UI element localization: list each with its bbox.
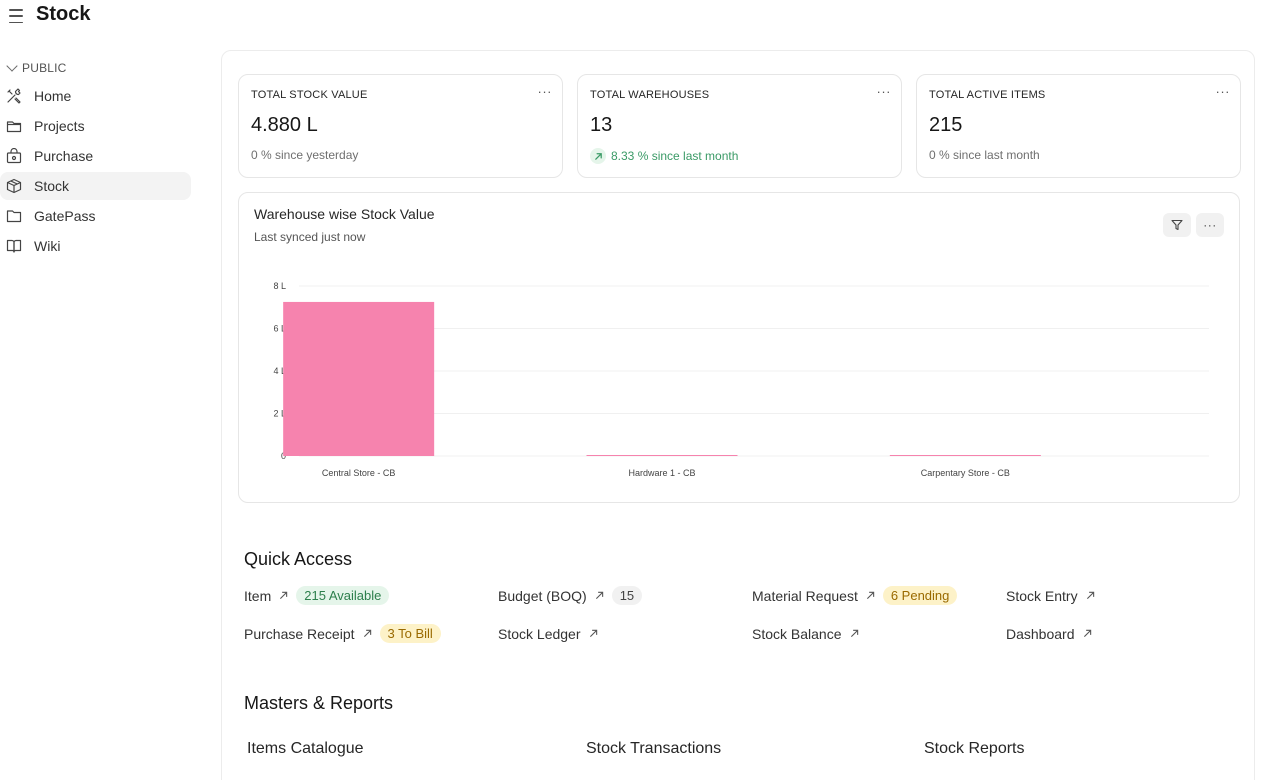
shortcut-dashboard[interactable]: Dashboard — [1006, 624, 1260, 643]
number-card-active-items: TOTAL ACTIVE ITEMS ··· 215 0 % since las… — [916, 74, 1241, 178]
menu-icon[interactable] — [8, 8, 24, 24]
chevron-down-icon — [6, 60, 18, 72]
sidebar-section-label: PUBLIC — [22, 61, 67, 75]
x-tick-label: Central Store - CB — [322, 468, 396, 478]
box-icon — [6, 178, 22, 194]
shortcut-label: Material Request — [752, 587, 858, 604]
count-badge: 3 To Bill — [379, 624, 441, 643]
arrow-up-right-icon — [850, 629, 859, 638]
page-title: Stock — [36, 3, 91, 25]
y-tick-label: 4 L — [273, 366, 286, 376]
count-badge: 15 — [611, 586, 643, 605]
card-delta: 8.33 % since last month — [611, 149, 739, 163]
main-panel: TOTAL STOCK VALUE ··· 4.880 L 0 % since … — [221, 50, 1255, 780]
tools-icon — [6, 88, 22, 104]
sidebar-item-label: Purchase — [34, 148, 94, 164]
chart-bar — [283, 301, 435, 456]
sidebar-item-purchase[interactable]: Purchase — [0, 142, 192, 170]
arrow-up-right-icon — [1083, 629, 1092, 638]
shortcut-label: Purchase Receipt — [244, 625, 355, 642]
chart-more-button[interactable]: ··· — [1196, 213, 1224, 237]
shortcut-budget[interactable]: Budget (BOQ) 15 — [498, 586, 752, 605]
arrow-up-right-icon — [279, 591, 288, 600]
quick-access-row: Item 215 Available Budget (BOQ) 15 Mater… — [244, 586, 1260, 605]
book-icon — [6, 238, 22, 254]
shortcut-stock-ledger[interactable]: Stock Ledger — [498, 624, 752, 643]
shortcut-label: Stock Ledger — [498, 625, 581, 642]
sidebar-item-label: Wiki — [34, 238, 61, 254]
number-cards: TOTAL STOCK VALUE ··· 4.880 L 0 % since … — [238, 74, 1241, 178]
sidebar-item-gatepass[interactable]: GatePass — [0, 202, 192, 230]
y-tick-label: 6 L — [273, 324, 286, 334]
sidebar: PUBLIC Home Projects Purchase Stock Gate… — [0, 56, 200, 262]
number-card-stock-value: TOTAL STOCK VALUE ··· 4.880 L 0 % since … — [238, 74, 563, 178]
card-break-stock-transactions: Stock Transactions — [586, 740, 722, 757]
shopping-bag-icon — [6, 148, 22, 164]
filter-icon — [1171, 219, 1183, 231]
card-label: TOTAL STOCK VALUE — [251, 89, 368, 101]
card-break-items-catalogue: Items Catalogue — [247, 740, 364, 757]
card-value: 4.880 L — [251, 114, 318, 136]
count-badge: 6 Pending — [882, 586, 958, 605]
more-options-icon[interactable]: ··· — [1215, 84, 1230, 99]
folder-icon — [6, 208, 22, 224]
sidebar-item-wiki[interactable]: Wiki — [0, 232, 192, 260]
sidebar-item-label: Projects — [34, 118, 85, 134]
shortcut-label: Budget (BOQ) — [498, 587, 587, 604]
card-value: 13 — [590, 114, 613, 136]
shortcut-stock-entry[interactable]: Stock Entry — [1006, 586, 1260, 605]
card-delta: 0 % since yesterday — [251, 148, 359, 162]
top-bar: Stock — [0, 0, 220, 32]
number-card-warehouses: TOTAL WAREHOUSES ··· 13 8.33 % since las… — [577, 74, 902, 178]
card-label: TOTAL ACTIVE ITEMS — [929, 89, 1046, 101]
sidebar-item-label: Stock — [34, 178, 70, 194]
quick-access-row: Purchase Receipt 3 To Bill Stock Ledger … — [244, 624, 1260, 643]
shortcut-stock-balance[interactable]: Stock Balance — [752, 624, 1006, 643]
sidebar-item-projects[interactable]: Projects — [0, 112, 192, 140]
masters-reports-title: Masters & Reports — [244, 693, 394, 713]
arrow-up-right-icon — [589, 629, 598, 638]
card-label: TOTAL WAREHOUSES — [590, 89, 710, 101]
chart-bar — [586, 455, 738, 456]
shortcut-item[interactable]: Item 215 Available — [244, 586, 498, 605]
shortcut-label: Dashboard — [1006, 625, 1075, 642]
count-badge: 215 Available — [296, 586, 390, 605]
sidebar-item-label: GatePass — [34, 208, 96, 224]
arrow-up-right-icon — [595, 591, 604, 600]
sidebar-item-stock[interactable]: Stock — [0, 172, 191, 200]
more-options-icon[interactable]: ··· — [537, 84, 552, 99]
arrow-up-right-icon — [1086, 591, 1095, 600]
arrow-up-right-icon — [590, 148, 606, 164]
card-value: 215 — [929, 114, 963, 136]
sidebar-item-label: Home — [34, 88, 72, 104]
y-tick-label: 8 L — [273, 281, 286, 291]
shortcut-material-request[interactable]: Material Request 6 Pending — [752, 586, 1006, 605]
shortcut-label: Stock Entry — [1006, 587, 1078, 604]
more-options-icon[interactable]: ··· — [876, 84, 891, 99]
shortcut-label: Item — [244, 587, 272, 604]
chart-bar — [889, 455, 1041, 456]
card-break-stock-reports: Stock Reports — [924, 740, 1025, 757]
sidebar-item-home[interactable]: Home — [0, 82, 192, 110]
arrow-up-right-icon — [866, 591, 875, 600]
filter-button[interactable] — [1163, 213, 1191, 237]
x-tick-label: Hardware 1 - CB — [628, 468, 695, 478]
card-delta: 0 % since last month — [929, 148, 1040, 162]
sidebar-section-toggle[interactable]: PUBLIC — [0, 56, 200, 80]
y-tick-label: 2 L — [273, 409, 286, 419]
quick-access-title: Quick Access — [244, 549, 353, 569]
arrow-up-right-icon — [363, 629, 372, 638]
shortcut-purchase-receipt[interactable]: Purchase Receipt 3 To Bill — [244, 624, 498, 643]
chart-title: Warehouse wise Stock Value — [254, 206, 435, 222]
folder-icon — [6, 118, 22, 134]
x-tick-label: Carpentary Store - CB — [921, 468, 1010, 478]
card-delta-container: 8.33 % since last month — [590, 148, 889, 164]
shortcut-label: Stock Balance — [752, 625, 842, 642]
chart-subtitle: Last synced just now — [254, 230, 366, 244]
